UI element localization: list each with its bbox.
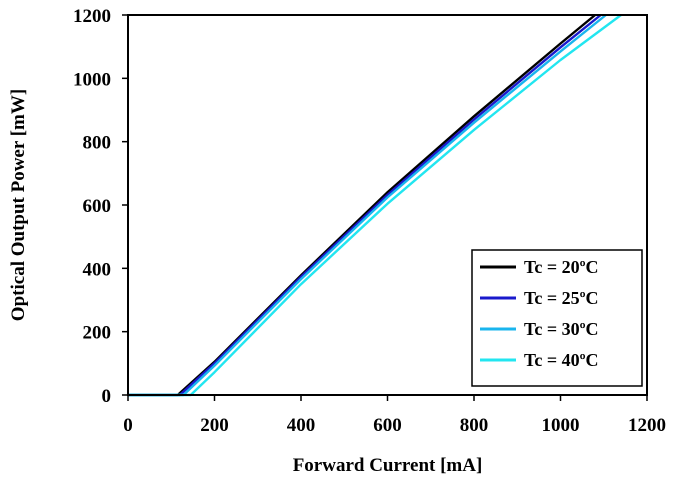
y-tick-label: 1200 <box>73 6 111 27</box>
legend-box <box>471 249 643 387</box>
series-line-2 <box>128 14 602 397</box>
y-tick-label: 1000 <box>73 69 111 90</box>
x-tick-label: 600 <box>373 415 402 436</box>
x-tick-label: 200 <box>200 415 229 436</box>
y-tick-label: 600 <box>83 196 112 217</box>
legend-label-2: Tc = 25ºC <box>524 288 599 308</box>
x-axis-title: Forward Current [mA] <box>293 455 483 476</box>
y-tick-label: 800 <box>83 133 112 154</box>
legend: Tc = 20ºC Tc = 25ºC Tc = 30ºC Tc = 40ºC <box>471 249 643 387</box>
x-tick-label: 400 <box>287 415 316 436</box>
x-tick-label: 1000 <box>542 415 580 436</box>
series-line-3 <box>128 14 607 397</box>
y-tick-label: 0 <box>102 386 112 407</box>
x-axis-ticks: 0 200 400 600 800 1000 1200 <box>123 395 666 436</box>
legend-label-3: Tc = 30ºC <box>524 319 599 339</box>
x-tick-label: 1200 <box>628 415 666 436</box>
series-line-4 <box>128 14 622 397</box>
y-axis-ticks: 0 200 400 600 800 1000 1200 <box>73 6 128 407</box>
x-tick-label: 800 <box>460 415 489 436</box>
legend-label-4: Tc = 40ºC <box>524 350 599 370</box>
series-line-1 <box>128 14 596 397</box>
series-lines <box>128 14 622 397</box>
legend-label-1: Tc = 20ºC <box>524 257 599 277</box>
y-axis-title: Optical Output Power [mW] <box>8 89 29 321</box>
x-tick-label: 0 <box>123 415 133 436</box>
y-tick-label: 400 <box>83 259 112 280</box>
y-tick-label: 200 <box>83 323 112 344</box>
